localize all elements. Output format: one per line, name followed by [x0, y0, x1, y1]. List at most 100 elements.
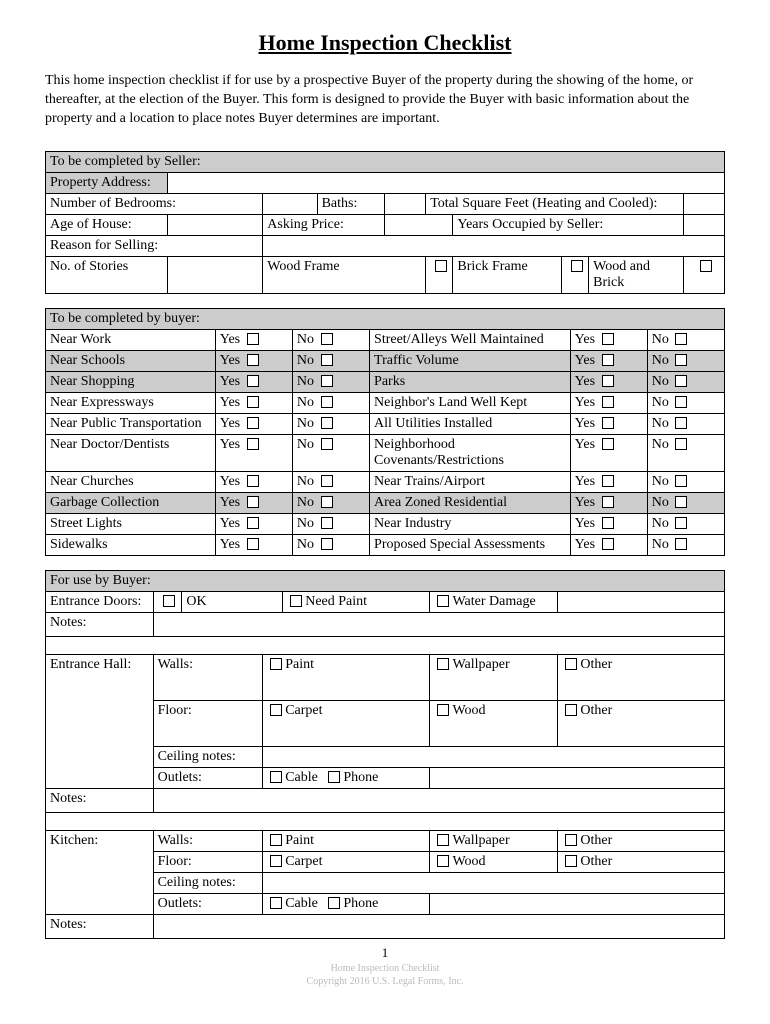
ok-check[interactable] — [153, 591, 182, 612]
notes-field3[interactable] — [153, 914, 724, 938]
buyer-left-no[interactable]: No — [292, 471, 369, 492]
buyer-left-no[interactable]: No — [292, 329, 369, 350]
buyer-left-yes[interactable]: Yes — [215, 492, 292, 513]
buyer-right-no[interactable]: No — [647, 434, 724, 471]
stories-field[interactable] — [168, 256, 263, 293]
buyer-left-no[interactable]: No — [292, 534, 369, 555]
floor-other[interactable]: Other — [557, 700, 724, 746]
notes-label: Notes: — [46, 612, 154, 636]
age-field[interactable] — [168, 214, 263, 235]
wood-brick-label: Wood and Brick — [589, 256, 684, 293]
buyer-left-yes[interactable]: Yes — [215, 329, 292, 350]
buyer-right-yes[interactable]: Yes — [570, 434, 647, 471]
needpaint-cell[interactable]: Need Paint — [282, 591, 429, 612]
outlets-cable[interactable]: Cable Phone — [262, 767, 430, 788]
buyer-right-yes[interactable]: Yes — [570, 329, 647, 350]
buyer-left-yes[interactable]: Yes — [215, 471, 292, 492]
buyer-right-item: Traffic Volume — [370, 350, 571, 371]
buyer-right-yes[interactable]: Yes — [570, 492, 647, 513]
prop-address-field[interactable] — [168, 172, 725, 193]
buyer-right-no[interactable]: No — [647, 413, 724, 434]
buyer-header: To be completed by buyer: — [46, 308, 725, 329]
buyer-left-no[interactable]: No — [292, 513, 369, 534]
entrance-doors-field[interactable] — [557, 591, 724, 612]
buyer-right-yes[interactable]: Yes — [570, 471, 647, 492]
buyer-left-no[interactable]: No — [292, 434, 369, 471]
buyer-right-yes[interactable]: Yes — [570, 392, 647, 413]
reason-field[interactable] — [263, 235, 725, 256]
buyer-right-yes[interactable]: Yes — [570, 513, 647, 534]
buyer-right-yes[interactable]: Yes — [570, 371, 647, 392]
buyer-left-yes[interactable]: Yes — [215, 371, 292, 392]
seller-table: To be completed by Seller: Property Addr… — [45, 151, 725, 294]
wood-frame-check[interactable] — [426, 256, 453, 293]
k-floor-other[interactable]: Other — [557, 851, 724, 872]
ceiling-field[interactable] — [262, 746, 724, 767]
footer-line1: Home Inspection Checklist — [331, 963, 440, 974]
buyer-right-item: Near Industry — [370, 513, 571, 534]
k-outlets-cable[interactable]: Cable Phone — [262, 893, 430, 914]
buyer-right-no[interactable]: No — [647, 492, 724, 513]
entrance-doors-label: Entrance Doors: — [46, 591, 154, 612]
buyer-right-no[interactable]: No — [647, 513, 724, 534]
walls-wallpaper[interactable]: Wallpaper — [430, 654, 558, 700]
buyer-right-item: Parks — [370, 371, 571, 392]
buyer-right-no[interactable]: No — [647, 471, 724, 492]
buyer-right-no[interactable]: No — [647, 329, 724, 350]
buyer-left-item: Near Doctor/Dentists — [46, 434, 216, 471]
k-floor-carpet[interactable]: Carpet — [262, 851, 430, 872]
baths-field[interactable] — [385, 193, 426, 214]
k-walls-other[interactable]: Other — [557, 830, 724, 851]
buyer-right-yes[interactable]: Yes — [570, 413, 647, 434]
buyer-left-item: Near Public Transportation — [46, 413, 216, 434]
buyer-left-no[interactable]: No — [292, 492, 369, 513]
waterdamage-cell[interactable]: Water Damage — [430, 591, 558, 612]
buyer-left-yes[interactable]: Yes — [215, 413, 292, 434]
buyer-right-no[interactable]: No — [647, 392, 724, 413]
buyer-left-no[interactable]: No — [292, 350, 369, 371]
buyer-right-yes[interactable]: Yes — [570, 534, 647, 555]
buyer-right-no[interactable]: No — [647, 350, 724, 371]
buyer-left-item: Sidewalks — [46, 534, 216, 555]
k-walls-paint[interactable]: Paint — [262, 830, 430, 851]
sqft-field[interactable] — [684, 193, 725, 214]
buyer-right-no[interactable]: No — [647, 534, 724, 555]
buyer-left-yes[interactable]: Yes — [215, 392, 292, 413]
floor-carpet[interactable]: Carpet — [262, 700, 430, 746]
buyer-left-no[interactable]: No — [292, 371, 369, 392]
buyer-left-yes[interactable]: Yes — [215, 350, 292, 371]
buyer-left-yes[interactable]: Yes — [215, 434, 292, 471]
buyer-left-yes[interactable]: Yes — [215, 534, 292, 555]
buyer-right-item: Neighborhood Covenants/Restrictions — [370, 434, 571, 471]
needpaint-label: Need Paint — [305, 594, 367, 609]
buyer-left-no[interactable]: No — [292, 392, 369, 413]
wood-brick-check[interactable] — [684, 256, 725, 293]
intro-text: This home inspection checklist if for us… — [45, 72, 725, 129]
price-label: Asking Price: — [263, 214, 385, 235]
page-title: Home Inspection Checklist — [45, 30, 725, 56]
buyer-left-no[interactable]: No — [292, 413, 369, 434]
k-walls-wallpaper[interactable]: Wallpaper — [430, 830, 558, 851]
notes-label2: Notes: — [46, 788, 154, 812]
bedrooms-field[interactable] — [263, 193, 317, 214]
entrance-hall-label: Entrance Hall: — [46, 654, 154, 788]
k-ceiling-label: Ceiling notes: — [153, 872, 262, 893]
k-ceiling-field[interactable] — [262, 872, 724, 893]
floor-wood[interactable]: Wood — [430, 700, 558, 746]
walls-label: Walls: — [153, 654, 262, 700]
buyer-right-yes[interactable]: Yes — [570, 350, 647, 371]
buyer-right-no[interactable]: No — [647, 371, 724, 392]
k-walls-label: Walls: — [153, 830, 262, 851]
walls-other[interactable]: Other — [557, 654, 724, 700]
walls-paint[interactable]: Paint — [262, 654, 430, 700]
buyer-left-yes[interactable]: Yes — [215, 513, 292, 534]
k-outlets-field[interactable] — [430, 893, 725, 914]
outlets-field[interactable] — [430, 767, 725, 788]
price-field[interactable] — [385, 214, 453, 235]
k-floor-wood[interactable]: Wood — [430, 851, 558, 872]
notes-field2[interactable] — [153, 788, 724, 812]
waterdamage-check — [437, 595, 449, 607]
years-field[interactable] — [684, 214, 725, 235]
notes-field[interactable] — [153, 612, 724, 636]
brick-frame-check[interactable] — [561, 256, 588, 293]
